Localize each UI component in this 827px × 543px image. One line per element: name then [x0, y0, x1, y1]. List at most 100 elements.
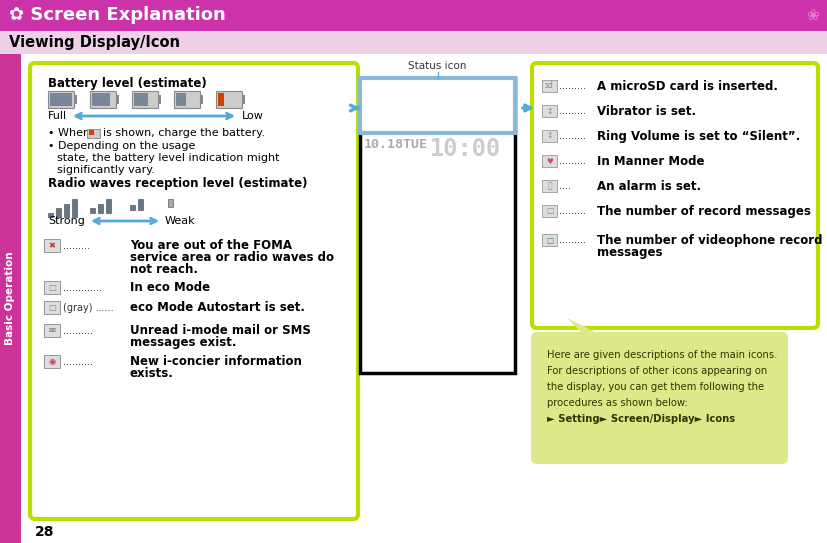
FancyBboxPatch shape — [132, 91, 158, 108]
Text: New i-concier information: New i-concier information — [130, 355, 302, 368]
Text: .........: ......... — [559, 131, 586, 141]
FancyBboxPatch shape — [168, 199, 173, 207]
FancyBboxPatch shape — [158, 95, 161, 104]
Text: □: □ — [48, 283, 56, 292]
Text: Battery level (estimate): Battery level (estimate) — [48, 77, 207, 90]
FancyBboxPatch shape — [242, 95, 245, 104]
Text: ✿ Screen Explanation: ✿ Screen Explanation — [9, 7, 226, 24]
Text: service area or radio waves do: service area or radio waves do — [130, 251, 334, 264]
Text: An alarm is set.: An alarm is set. — [597, 180, 701, 193]
FancyBboxPatch shape — [542, 130, 557, 142]
Text: state, the battery level indication might: state, the battery level indication migh… — [57, 153, 280, 163]
FancyBboxPatch shape — [0, 0, 827, 31]
FancyBboxPatch shape — [134, 93, 148, 106]
FancyBboxPatch shape — [531, 332, 788, 464]
Text: You are out of the FOMA: You are out of the FOMA — [130, 239, 292, 252]
Polygon shape — [567, 318, 607, 338]
FancyBboxPatch shape — [21, 54, 827, 543]
FancyBboxPatch shape — [89, 130, 94, 135]
Text: procedures as shown below:: procedures as shown below: — [547, 398, 688, 408]
FancyBboxPatch shape — [92, 93, 110, 106]
Text: Here are given descriptions of the main icons.: Here are given descriptions of the main … — [547, 350, 777, 360]
Text: .........: ......... — [559, 156, 586, 166]
Text: Viewing Display/Icon: Viewing Display/Icon — [9, 35, 180, 49]
FancyBboxPatch shape — [44, 324, 60, 337]
Text: ✖: ✖ — [49, 241, 55, 250]
FancyBboxPatch shape — [216, 91, 242, 108]
FancyBboxPatch shape — [116, 95, 119, 104]
FancyBboxPatch shape — [44, 239, 60, 252]
Text: ....: .... — [559, 181, 571, 191]
Text: □: □ — [546, 206, 553, 216]
FancyBboxPatch shape — [174, 91, 200, 108]
FancyBboxPatch shape — [50, 93, 72, 106]
Text: ◉: ◉ — [48, 357, 55, 366]
Text: .........: ......... — [559, 106, 586, 116]
Text: • When: • When — [48, 128, 90, 138]
FancyBboxPatch shape — [48, 91, 74, 108]
FancyBboxPatch shape — [44, 281, 60, 294]
Text: In Manner Mode: In Manner Mode — [597, 155, 705, 168]
Text: .........: ......... — [559, 206, 586, 216]
Text: .............: ............. — [63, 283, 102, 293]
FancyBboxPatch shape — [44, 355, 60, 368]
Text: 🔔: 🔔 — [547, 181, 552, 191]
Text: ► Setting► Screen/Display► Icons: ► Setting► Screen/Display► Icons — [547, 414, 735, 424]
FancyBboxPatch shape — [542, 80, 557, 92]
FancyBboxPatch shape — [542, 155, 557, 167]
FancyBboxPatch shape — [138, 199, 143, 210]
FancyBboxPatch shape — [90, 91, 116, 108]
FancyBboxPatch shape — [56, 208, 61, 217]
Text: Vibrator is set.: Vibrator is set. — [597, 105, 696, 118]
Text: Basic Operation: Basic Operation — [6, 251, 16, 345]
Text: eco Mode Autostart is set.: eco Mode Autostart is set. — [130, 301, 305, 314]
FancyBboxPatch shape — [64, 204, 69, 217]
Text: .........: ......... — [63, 241, 90, 251]
FancyBboxPatch shape — [542, 180, 557, 192]
Text: Full: Full — [48, 111, 67, 121]
Text: The number of record messages: The number of record messages — [597, 205, 811, 218]
Text: Radio waves reception level (estimate): Radio waves reception level (estimate) — [48, 178, 308, 191]
Text: 10:00: 10:00 — [430, 137, 501, 161]
Text: messages: messages — [597, 246, 662, 259]
FancyBboxPatch shape — [542, 105, 557, 117]
Text: □: □ — [546, 236, 553, 244]
FancyBboxPatch shape — [74, 95, 77, 104]
FancyBboxPatch shape — [360, 78, 515, 373]
Text: .........: ......... — [559, 235, 586, 245]
FancyBboxPatch shape — [360, 78, 515, 133]
Text: Low: Low — [242, 111, 264, 121]
Text: Weak: Weak — [165, 216, 196, 226]
Text: ↕: ↕ — [547, 106, 552, 116]
Text: significantly vary.: significantly vary. — [57, 165, 155, 175]
FancyBboxPatch shape — [106, 199, 111, 213]
Text: ♥: ♥ — [546, 156, 553, 166]
FancyBboxPatch shape — [200, 95, 203, 104]
Text: ✉: ✉ — [49, 326, 55, 335]
Text: ..........: .......... — [63, 326, 93, 336]
FancyBboxPatch shape — [87, 129, 100, 138]
Text: The number of videophone record: The number of videophone record — [597, 234, 823, 247]
Text: Status icon: Status icon — [409, 61, 466, 71]
FancyBboxPatch shape — [30, 63, 358, 519]
FancyBboxPatch shape — [72, 199, 77, 217]
FancyBboxPatch shape — [98, 204, 103, 213]
Text: 28: 28 — [35, 525, 55, 539]
Text: Strong: Strong — [48, 216, 85, 226]
Text: not reach.: not reach. — [130, 263, 198, 276]
Text: is shown, charge the battery.: is shown, charge the battery. — [103, 128, 265, 138]
FancyBboxPatch shape — [218, 93, 224, 106]
Text: ..........: .......... — [63, 357, 93, 367]
Text: (gray) ......: (gray) ...... — [63, 303, 113, 313]
Text: sd: sd — [545, 81, 554, 91]
Text: ❀: ❀ — [806, 8, 819, 23]
Text: ↕: ↕ — [547, 131, 552, 141]
FancyBboxPatch shape — [542, 234, 557, 246]
FancyBboxPatch shape — [90, 209, 95, 213]
Text: A microSD card is inserted.: A microSD card is inserted. — [597, 80, 778, 93]
Text: In eco Mode: In eco Mode — [130, 281, 210, 294]
FancyBboxPatch shape — [532, 63, 818, 328]
FancyBboxPatch shape — [542, 205, 557, 217]
FancyBboxPatch shape — [0, 31, 827, 54]
Text: • Depending on the usage: • Depending on the usage — [48, 141, 195, 151]
